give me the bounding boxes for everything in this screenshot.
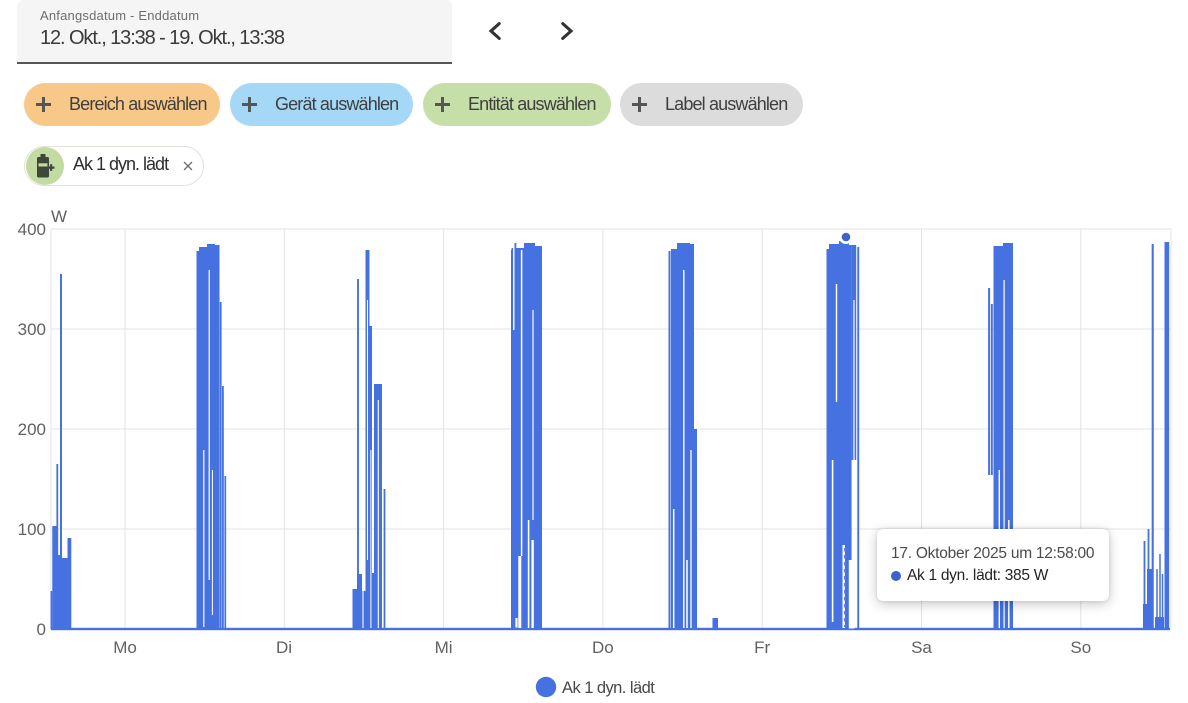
svg-text:300: 300 [18, 320, 46, 339]
svg-text:W: W [51, 207, 67, 226]
svg-text:Mi: Mi [435, 638, 453, 657]
svg-text:100: 100 [18, 520, 46, 539]
svg-text:Do: Do [592, 638, 614, 657]
svg-text:Fr: Fr [754, 638, 770, 657]
svg-text:So: So [1070, 638, 1091, 657]
svg-text:Mo: Mo [113, 638, 137, 657]
svg-text:Ak 1 dyn. lädt: Ak 1 dyn. lädt [562, 679, 655, 697]
svg-text:0: 0 [37, 620, 46, 639]
svg-text:Sa: Sa [911, 638, 932, 657]
svg-text:400: 400 [18, 220, 46, 239]
svg-text:200: 200 [18, 420, 46, 439]
svg-text:Di: Di [276, 638, 292, 657]
